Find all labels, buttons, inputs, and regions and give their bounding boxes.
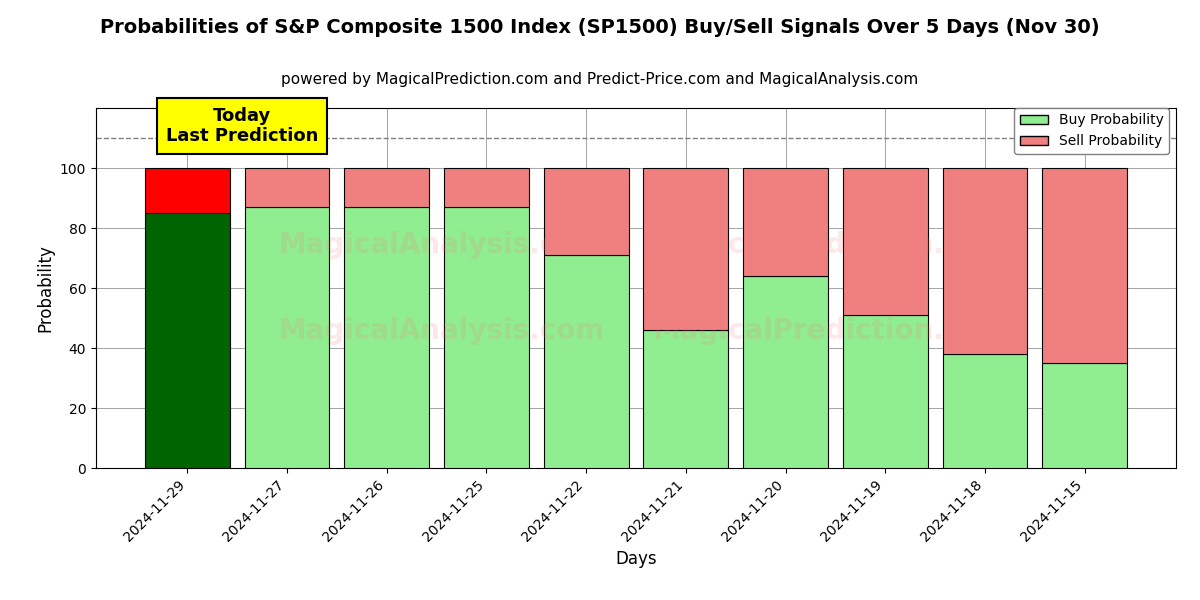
Bar [245, 207, 330, 468]
Bar [743, 276, 828, 468]
Text: MagicalPrediction.com: MagicalPrediction.com [652, 231, 1009, 259]
Y-axis label: Probability: Probability [36, 244, 54, 332]
Bar [444, 207, 529, 468]
Bar [1042, 363, 1127, 468]
Bar [544, 255, 629, 468]
Bar [245, 168, 330, 207]
Bar [842, 315, 928, 468]
X-axis label: Days: Days [616, 550, 656, 568]
Text: Today
Last Prediction: Today Last Prediction [166, 107, 318, 145]
Bar [942, 168, 1027, 354]
Bar [643, 168, 728, 330]
Text: Probabilities of S&P Composite 1500 Index (SP1500) Buy/Sell Signals Over 5 Days : Probabilities of S&P Composite 1500 Inde… [100, 18, 1100, 37]
Bar [145, 168, 230, 213]
Bar [145, 213, 230, 468]
Bar [643, 330, 728, 468]
Text: powered by MagicalPrediction.com and Predict-Price.com and MagicalAnalysis.com: powered by MagicalPrediction.com and Pre… [281, 72, 919, 87]
Bar [942, 354, 1027, 468]
Bar [544, 168, 629, 255]
Text: MagicalAnalysis.com: MagicalAnalysis.com [278, 317, 605, 345]
Bar [1042, 168, 1127, 363]
Bar [444, 168, 529, 207]
Bar [344, 207, 430, 468]
Bar [743, 168, 828, 276]
Text: MagicalAnalysis.com: MagicalAnalysis.com [278, 231, 605, 259]
Text: MagicalPrediction.com: MagicalPrediction.com [652, 317, 1009, 345]
Bar [842, 168, 928, 315]
Legend: Buy Probability, Sell Probability: Buy Probability, Sell Probability [1014, 108, 1169, 154]
Bar [344, 168, 430, 207]
